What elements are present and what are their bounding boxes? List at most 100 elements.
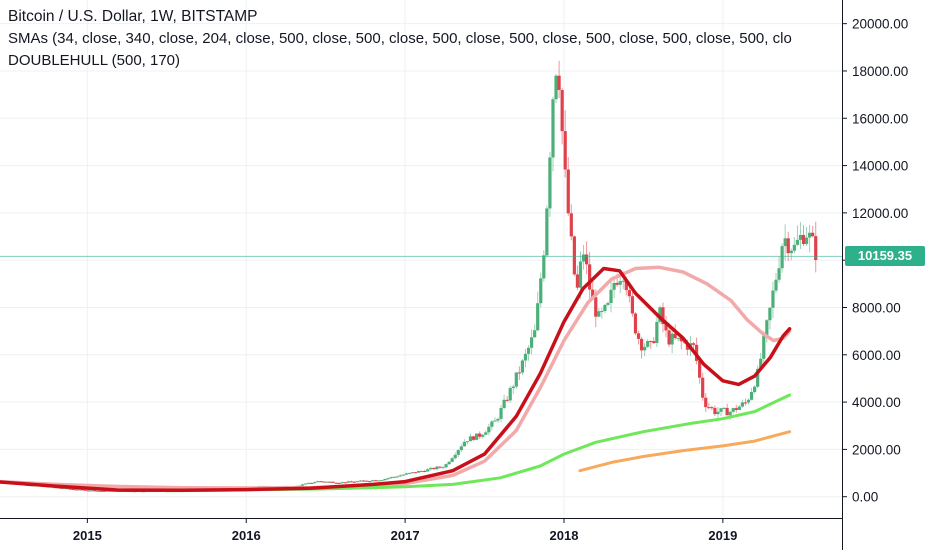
candle-body	[618, 281, 622, 285]
candle-body	[792, 244, 796, 251]
candle-body	[594, 297, 598, 317]
price-axis[interactable]: 0.00 2000.00 4000.00 6000.00 8000.00 12000.00…	[842, 17, 908, 505]
candle-body	[319, 481, 323, 483]
y-tick-label: 6000.00	[852, 348, 901, 363]
candle-body	[725, 407, 729, 416]
candle-body	[789, 250, 793, 254]
candle-body	[746, 399, 751, 403]
candle-body	[707, 407, 711, 409]
candle-body	[713, 407, 717, 415]
candle-body	[652, 341, 656, 343]
candle-body	[719, 408, 723, 412]
candle-body	[701, 377, 705, 398]
candle-body	[404, 473, 408, 475]
candle-body	[667, 330, 671, 345]
candle-body	[529, 337, 534, 348]
series-line-sma-orange	[578, 430, 792, 473]
candle-body	[606, 303, 610, 305]
candle-body	[691, 343, 696, 345]
candle-body	[410, 472, 415, 474]
y-tick-label: 14000.00	[852, 159, 908, 174]
candle-body	[86, 490, 91, 492]
candle-body	[554, 75, 558, 100]
candle-body	[441, 467, 445, 469]
candle-body	[438, 466, 442, 468]
candle-body	[475, 433, 479, 440]
candle-body	[704, 397, 708, 408]
candle-body	[426, 469, 430, 472]
candle-body	[444, 464, 448, 468]
candle-body	[575, 274, 580, 288]
y-tick-label: 18000.00	[852, 64, 908, 79]
candle-body	[548, 157, 552, 209]
candle-body	[603, 304, 607, 312]
candle-body	[655, 321, 659, 343]
candle-body	[630, 296, 635, 314]
candle-body	[643, 346, 647, 351]
candle-body	[734, 408, 738, 410]
candle-body	[661, 307, 665, 325]
candle-body	[786, 238, 790, 254]
candle-body	[520, 360, 525, 373]
candle-body	[456, 450, 460, 455]
candle-body	[459, 446, 463, 451]
candle-body	[584, 254, 589, 265]
candle-body	[462, 441, 466, 447]
candle-body	[762, 335, 766, 359]
candle-body	[310, 482, 314, 484]
candle-body	[753, 386, 757, 392]
y-tick-label: 16000.00	[852, 111, 908, 126]
last-price-badge: 10159.35	[845, 246, 925, 267]
candle-body	[542, 255, 546, 279]
candle-body	[627, 290, 631, 297]
y-tick-label: 12000.00	[852, 206, 908, 221]
candle-body	[795, 239, 799, 245]
candle-body	[581, 254, 586, 262]
candle-body	[676, 337, 680, 339]
candle-body	[811, 232, 815, 237]
candle-body	[560, 89, 564, 132]
candle-body	[636, 333, 641, 339]
candle-body	[361, 480, 366, 482]
candle-body	[77, 489, 82, 491]
candle-body	[557, 75, 561, 90]
candle-body	[96, 490, 100, 492]
candle-body	[465, 441, 470, 443]
candle-body	[737, 406, 741, 410]
candle-body	[471, 436, 476, 440]
candle-body	[490, 421, 494, 427]
x-tick-label: 2018	[550, 528, 579, 543]
candle-body	[487, 426, 491, 433]
candle-body	[743, 402, 748, 404]
candle-body	[74, 489, 78, 491]
candle-body	[759, 358, 763, 369]
candle-body	[536, 303, 540, 331]
time-axis[interactable]: 2015 2016 2017 2018 2019	[73, 518, 737, 543]
candle-body	[346, 481, 350, 483]
candle-body	[423, 470, 427, 472]
candle-body	[90, 490, 94, 492]
candle-body	[453, 454, 457, 459]
candle-body	[612, 282, 616, 290]
candle-body	[395, 476, 399, 478]
candle-body	[670, 333, 674, 345]
candle-body	[765, 320, 769, 336]
candle-body	[722, 407, 726, 409]
candle-body	[771, 290, 775, 308]
candle-body	[673, 333, 677, 339]
candle-body	[539, 278, 543, 304]
candle-body	[798, 234, 803, 240]
candle-body	[371, 480, 375, 482]
candle-body	[600, 311, 604, 313]
candle-body	[65, 488, 69, 490]
candle-body	[80, 489, 85, 491]
candle-body	[578, 261, 583, 288]
candle-body	[398, 475, 402, 477]
candle-body	[352, 481, 356, 483]
indicator-lines	[0, 265, 792, 493]
candle-body	[389, 477, 393, 479]
candle-body	[566, 169, 570, 214]
candle-body	[313, 482, 317, 484]
candle-body	[545, 208, 549, 256]
